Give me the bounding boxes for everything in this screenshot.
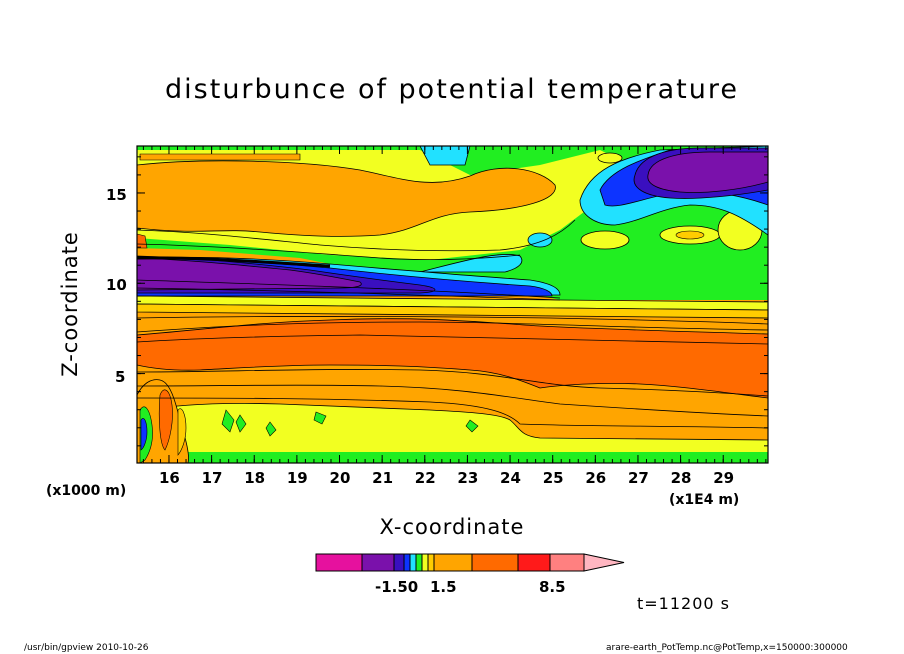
yellow-lens-core	[675, 230, 705, 240]
colorbar-swatch	[517, 553, 551, 572]
colorbar-swatch	[393, 553, 405, 572]
green-speck	[221, 409, 235, 433]
x-tick-label: 24	[500, 469, 521, 487]
axis-ticks	[137, 146, 768, 463]
y-tick-label: 10	[106, 276, 127, 294]
footer-left: /usr/bin/gpview 2010-10-26	[24, 643, 149, 653]
turbulent-edge-blue	[140, 418, 148, 451]
y-tick-label: 5	[115, 368, 126, 386]
x-tick-label: 27	[627, 469, 649, 487]
x-axis-unit: (x1E4 m)	[669, 492, 740, 508]
x-tick-label: 19	[286, 469, 308, 487]
colorbar-swatch	[471, 553, 519, 572]
colorbar-swatch	[433, 553, 473, 572]
x-tick-label: 23	[457, 469, 479, 487]
green-speck	[313, 411, 327, 425]
colorbar-label: 8.5	[539, 578, 566, 596]
cyan-pocket	[527, 232, 553, 248]
plot-frame	[136, 145, 769, 464]
colorbar-swatch	[403, 553, 411, 572]
orange-upper-band	[137, 160, 556, 237]
x-tick-label: 29	[713, 469, 735, 487]
turbulent-edge-gold	[177, 408, 187, 456]
x-tick-label: 28	[670, 469, 692, 487]
green-speck	[235, 414, 247, 433]
colorbar-label: 1.5	[430, 578, 457, 596]
time-annotation: t=11200 s	[637, 594, 730, 613]
x-tick-label: 17	[201, 469, 223, 487]
cyan-pocket	[419, 253, 523, 273]
contour-fill	[137, 146, 768, 463]
gold-lower-boundary	[137, 303, 768, 319]
colorbar-arrow	[583, 553, 625, 572]
inversion-thick-contour	[137, 256, 331, 268]
x-tick-label: 18	[244, 469, 266, 487]
turbulent-edge-red	[158, 389, 173, 451]
green-surface-strip	[137, 452, 768, 463]
yellow-surface-layer	[137, 402, 768, 463]
colorbar-swatch	[315, 553, 363, 572]
x-tick-label: 20	[329, 469, 351, 487]
colorbar-swatch	[409, 553, 417, 572]
x-axis-label: X-coordinate	[379, 515, 525, 539]
contour-lines	[137, 219, 768, 429]
chart-title: disturbunce of potential temperature	[165, 74, 739, 105]
x-tick-label: 26	[585, 469, 607, 487]
colorbar-swatch	[421, 553, 429, 572]
x-tick-label: 25	[542, 469, 564, 487]
y-axis-unit: (x1000 m)	[46, 483, 127, 499]
yellow-lens	[597, 152, 623, 164]
colorbar-swatch	[415, 553, 423, 572]
x-tick-label: 22	[414, 469, 436, 487]
x-tick-label: 16	[158, 469, 180, 487]
y-tick-label: 15	[106, 186, 127, 204]
purple-upper-region	[647, 151, 768, 193]
colorbar-swatch	[427, 553, 435, 572]
colorbar	[315, 553, 625, 572]
green-speck	[465, 419, 479, 433]
yellow-lens	[580, 230, 630, 250]
colorbar-swatch	[549, 553, 585, 572]
red-orange-core	[137, 318, 768, 399]
cyan-top-patch	[419, 146, 471, 166]
green-speck	[265, 421, 277, 437]
orange-upper-strip	[139, 153, 301, 161]
colorbar-swatch	[361, 553, 395, 572]
colorbar-label: -1.50	[375, 578, 419, 596]
footer-right: arare-earth_PotTemp.nc@PotTemp,x=150000:…	[606, 643, 848, 653]
x-tick-label: 21	[372, 469, 394, 487]
